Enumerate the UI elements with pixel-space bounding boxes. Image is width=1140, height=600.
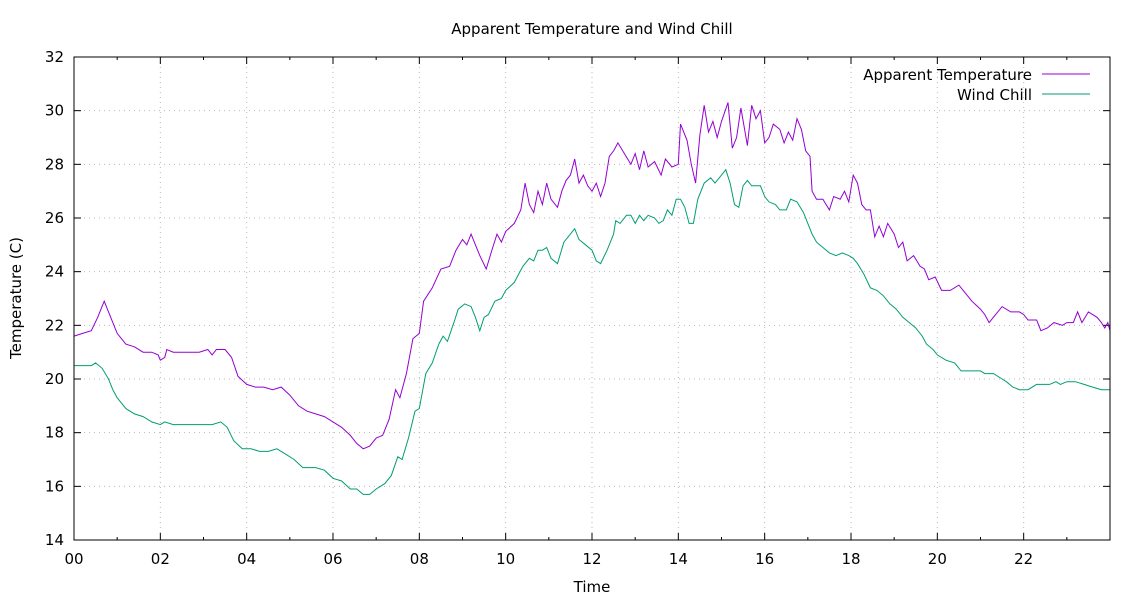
- x-tick-label: 20: [928, 550, 947, 568]
- x-tick-label: 02: [151, 550, 170, 568]
- x-tick-label: 08: [410, 550, 429, 568]
- legend-label-wind-chill: Wind Chill: [957, 86, 1032, 104]
- y-tick-label: 14: [45, 531, 64, 549]
- x-tick-label: 14: [669, 550, 688, 568]
- y-axis-label: Temperature (C): [7, 237, 25, 360]
- x-tick-label: 10: [496, 550, 515, 568]
- legend-label-apparent-temperature: Apparent Temperature: [863, 66, 1032, 84]
- y-tick-label: 24: [45, 263, 64, 281]
- x-tick-label: 22: [1014, 550, 1033, 568]
- y-tick-label: 18: [45, 424, 64, 442]
- x-tick-label: 06: [323, 550, 342, 568]
- x-tick-label: 00: [64, 550, 83, 568]
- chart-title: Apparent Temperature and Wind Chill: [451, 20, 732, 38]
- x-tick-label: 12: [582, 550, 601, 568]
- y-tick-label: 16: [45, 477, 64, 495]
- y-tick-label: 30: [45, 102, 64, 120]
- x-axis-label: Time: [573, 578, 611, 596]
- y-tick-label: 20: [45, 370, 64, 388]
- y-tick-label: 32: [45, 48, 64, 66]
- x-tick-label: 16: [755, 550, 774, 568]
- x-tick-label: 18: [841, 550, 860, 568]
- y-tick-label: 28: [45, 155, 64, 173]
- y-tick-label: 26: [45, 209, 64, 227]
- y-tick-label: 22: [45, 316, 64, 334]
- x-tick-label: 04: [237, 550, 256, 568]
